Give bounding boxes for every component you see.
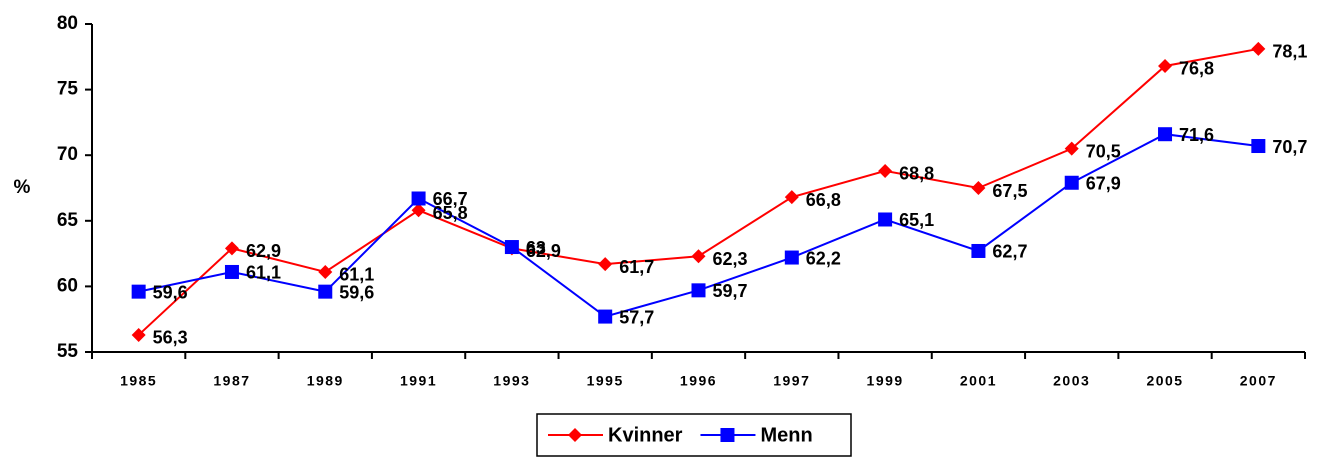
data-label: 61,1 [246, 263, 281, 283]
data-label: 61,7 [619, 257, 654, 277]
x-tick-label: 1996 [680, 373, 717, 389]
legend-marker [720, 428, 735, 442]
data-label: 57,7 [619, 307, 654, 327]
data-point [504, 240, 519, 255]
data-label: 67,5 [992, 181, 1027, 201]
y-tick-label: 80 [57, 13, 78, 34]
y-tick-label: 55 [57, 341, 79, 362]
data-point [1158, 127, 1173, 142]
data-label: 65,1 [899, 210, 934, 230]
data-point [691, 249, 706, 264]
data-point [784, 190, 799, 205]
x-tick-label: 1991 [400, 373, 437, 389]
data-point [131, 327, 146, 342]
x-tick-label: 1995 [587, 373, 624, 389]
legend-label: Kvinner [608, 424, 683, 446]
data-label: 59,6 [339, 282, 374, 302]
data-label: 61,1 [339, 265, 374, 285]
data-label: 63 [526, 238, 546, 258]
data-point [784, 250, 799, 265]
data-point [411, 191, 426, 206]
data-point [971, 243, 986, 258]
data-label: 70,5 [1086, 141, 1121, 161]
data-point [224, 264, 239, 279]
y-tick-label: 75 [57, 79, 79, 100]
data-label: 71,6 [1179, 125, 1214, 145]
data-label: 66,7 [433, 189, 468, 209]
data-label: 59,6 [153, 282, 188, 302]
y-axis-label: % [14, 177, 31, 198]
legend-marker [568, 428, 582, 442]
data-point [971, 181, 986, 195]
data-point [1251, 139, 1266, 154]
data-label: 62,3 [713, 249, 748, 269]
x-tick-label: 2007 [1240, 373, 1277, 389]
data-point [1064, 141, 1079, 156]
data-point [691, 283, 706, 298]
data-point [411, 203, 426, 218]
y-tick-label: 70 [57, 144, 78, 165]
y-tick-label: 65 [57, 210, 79, 231]
data-point [878, 163, 893, 178]
data-point [598, 257, 613, 272]
y-tick-label: 60 [57, 275, 78, 296]
data-point [318, 284, 333, 299]
data-label: 62,9 [526, 241, 561, 261]
data-label: 59,7 [713, 281, 748, 301]
data-label: 68,8 [899, 164, 934, 184]
data-point [318, 264, 333, 279]
legend-label: Menn [760, 424, 812, 446]
data-label: 70,7 [1272, 137, 1307, 157]
data-point [1251, 41, 1266, 56]
data-point [1064, 175, 1079, 190]
x-tick-label: 1985 [120, 373, 157, 389]
x-tick-label: 2003 [1053, 373, 1090, 389]
x-tick-label: 1999 [867, 373, 904, 389]
x-tick-label: 2001 [960, 373, 997, 389]
data-point [131, 284, 146, 299]
x-tick-label: 2005 [1146, 373, 1183, 389]
data-label: 76,8 [1179, 59, 1214, 79]
x-tick-label: 1989 [307, 373, 344, 389]
data-label: 62,2 [806, 248, 841, 268]
data-label: 78,1 [1272, 42, 1307, 62]
data-point [1158, 58, 1173, 73]
data-label: 62,9 [246, 241, 281, 261]
data-label: 62,7 [992, 242, 1027, 262]
data-point [878, 212, 893, 227]
data-point [224, 241, 239, 256]
data-label: 65,8 [433, 203, 468, 223]
data-label: 66,8 [806, 190, 841, 210]
data-label: 56,3 [153, 328, 188, 348]
x-tick-label: 1997 [773, 373, 810, 389]
x-tick-label: 1993 [493, 373, 530, 389]
data-point [598, 309, 613, 324]
data-label: 67,9 [1086, 174, 1121, 194]
x-tick-label: 1987 [213, 373, 250, 389]
